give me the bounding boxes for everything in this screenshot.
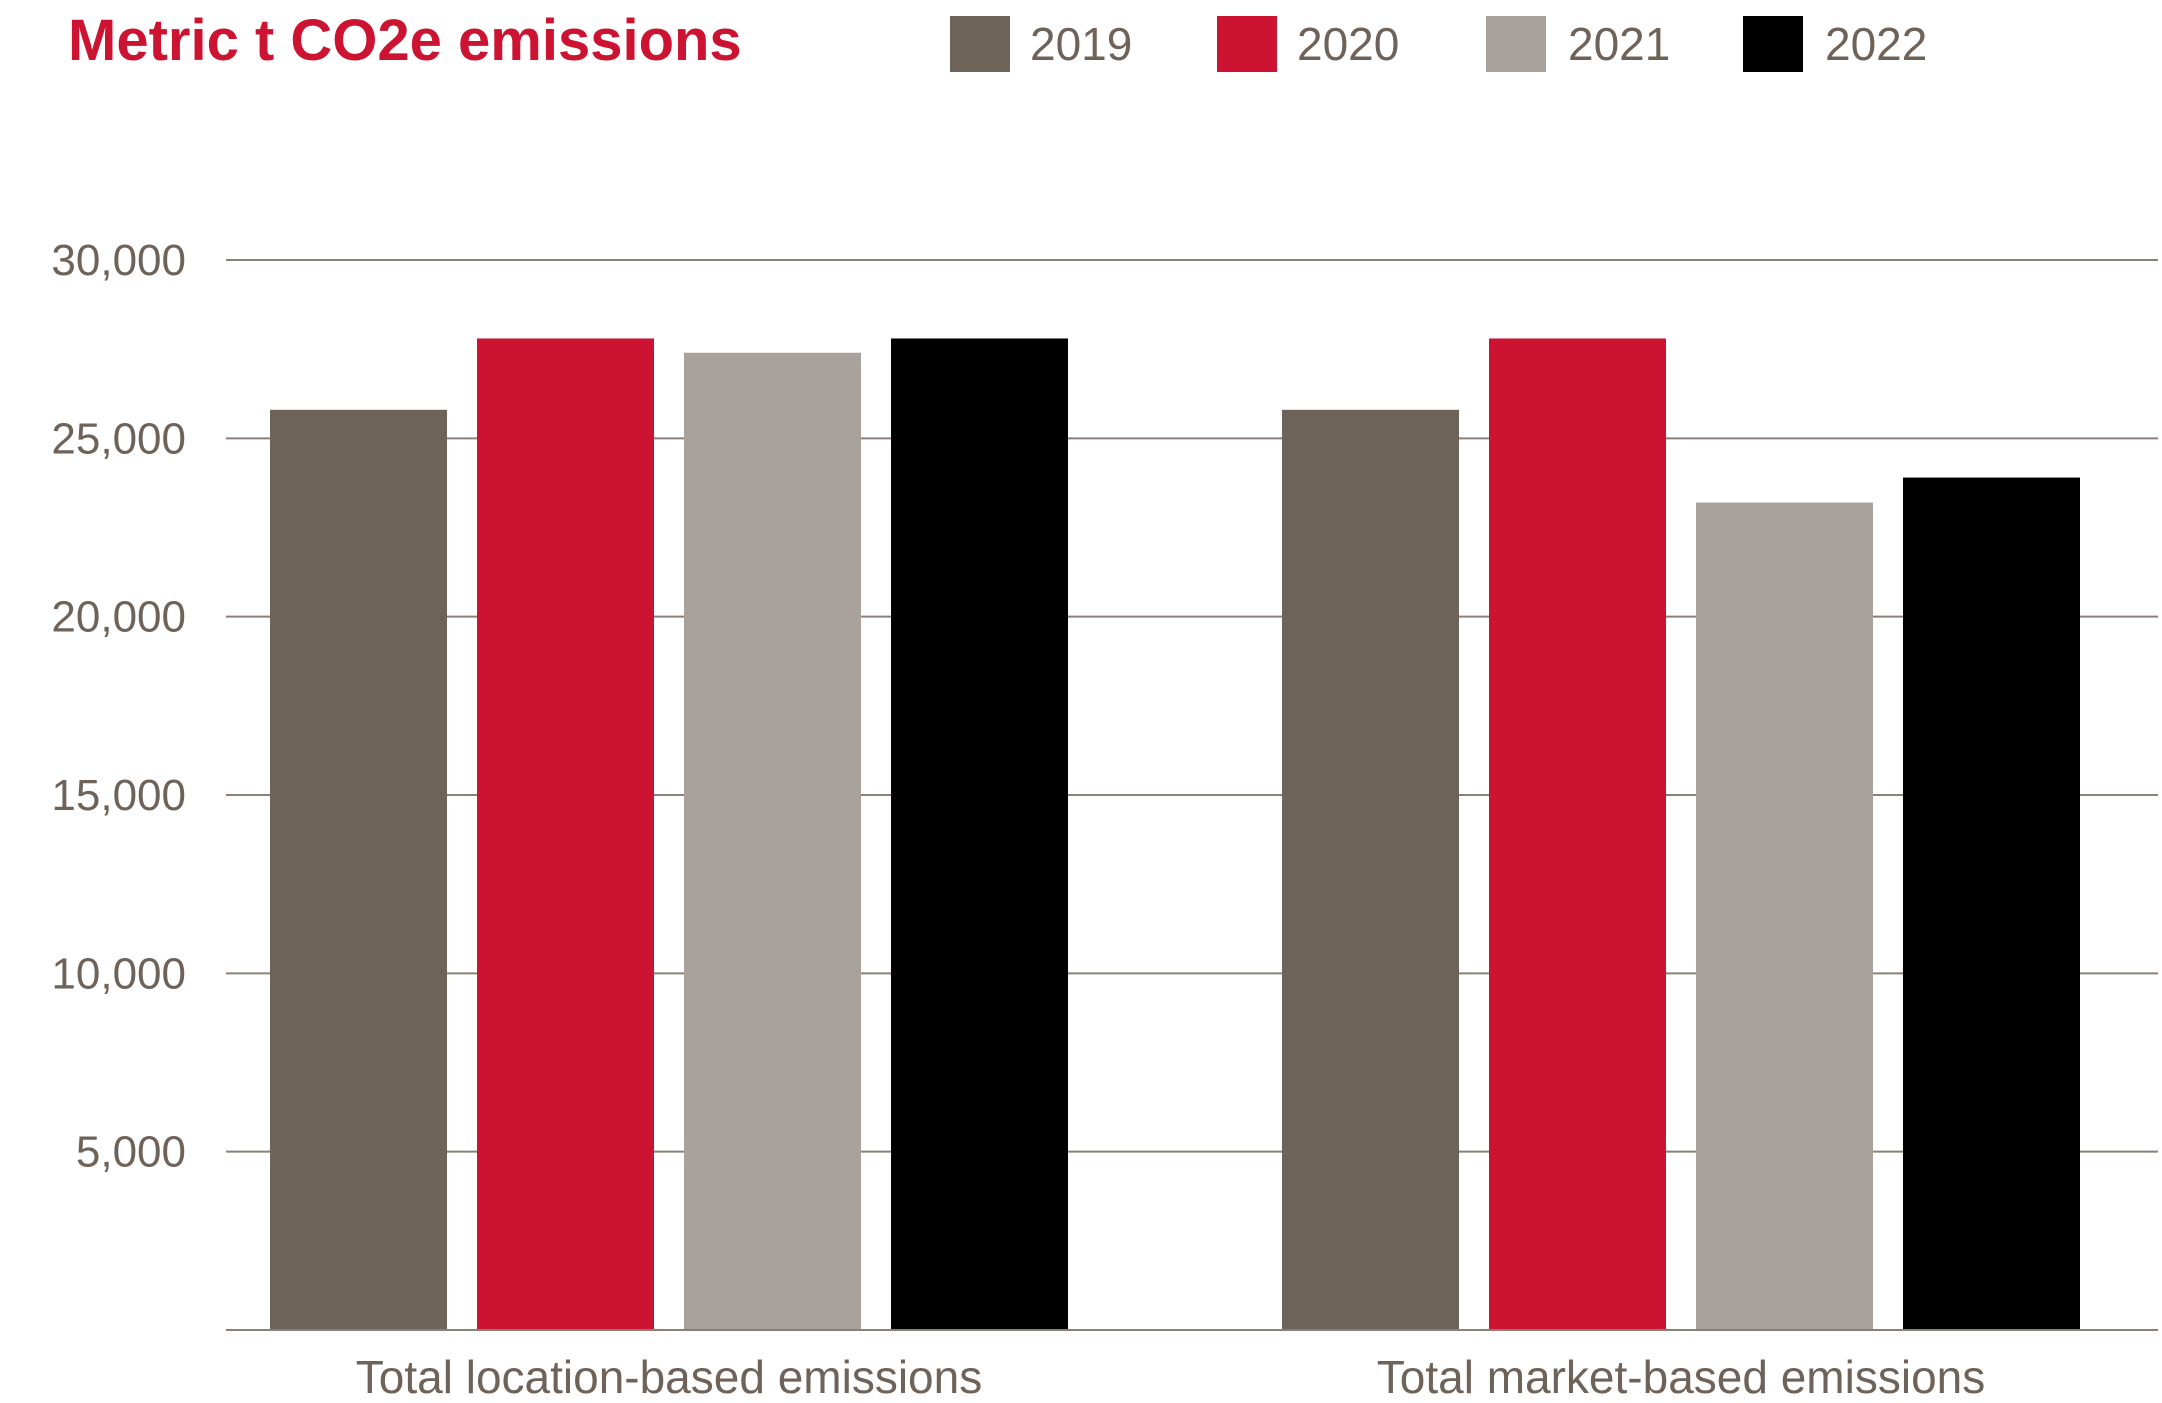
- y-tick-label-20000: 20,000: [51, 593, 186, 642]
- legend: 2019 2020 2021 2022: [950, 16, 1927, 72]
- legend-label-2022: 2022: [1825, 18, 1927, 70]
- legend-swatch-2020: [1217, 16, 1277, 72]
- y-tick-label-5000: 5,000: [76, 1128, 186, 1177]
- bar-market-2019: [1282, 409, 1459, 1330]
- bar-location-2022: [891, 338, 1068, 1330]
- bar-market-2020: [1489, 338, 1666, 1330]
- legend-label-2020: 2020: [1297, 18, 1399, 70]
- x-axis: Total location-based emissions Total mark…: [356, 1351, 1985, 1403]
- legend-swatch-2021: [1486, 16, 1546, 72]
- bar-location-2021: [684, 352, 861, 1330]
- bars: [270, 338, 2080, 1331]
- legend-label-2019: 2019: [1030, 18, 1132, 70]
- bar-location-2019: [270, 409, 447, 1330]
- x-category-label-location: Total location-based emissions: [356, 1351, 982, 1398]
- bar-location-2020: [477, 338, 654, 1330]
- x-category-label-market: Total market-based emissions: [1377, 1351, 1985, 1398]
- y-tick-label-30000: 30,000: [51, 236, 186, 285]
- legend-swatch-2019: [950, 16, 1010, 72]
- legend-label-2021: 2021: [1568, 18, 1670, 70]
- y-axis: 5,000 10,000 15,000 20,000 25,000 30,000: [51, 236, 186, 1177]
- chart-title: Metric t CO2e emissions: [68, 8, 742, 73]
- legend-swatch-2022: [1743, 16, 1803, 72]
- bar-market-2021: [1696, 502, 1873, 1330]
- y-tick-label-10000: 10,000: [51, 949, 186, 998]
- bar-market-2022: [1903, 477, 2080, 1331]
- y-tick-label-15000: 15,000: [51, 771, 186, 820]
- y-tick-label-25000: 25,000: [51, 414, 186, 463]
